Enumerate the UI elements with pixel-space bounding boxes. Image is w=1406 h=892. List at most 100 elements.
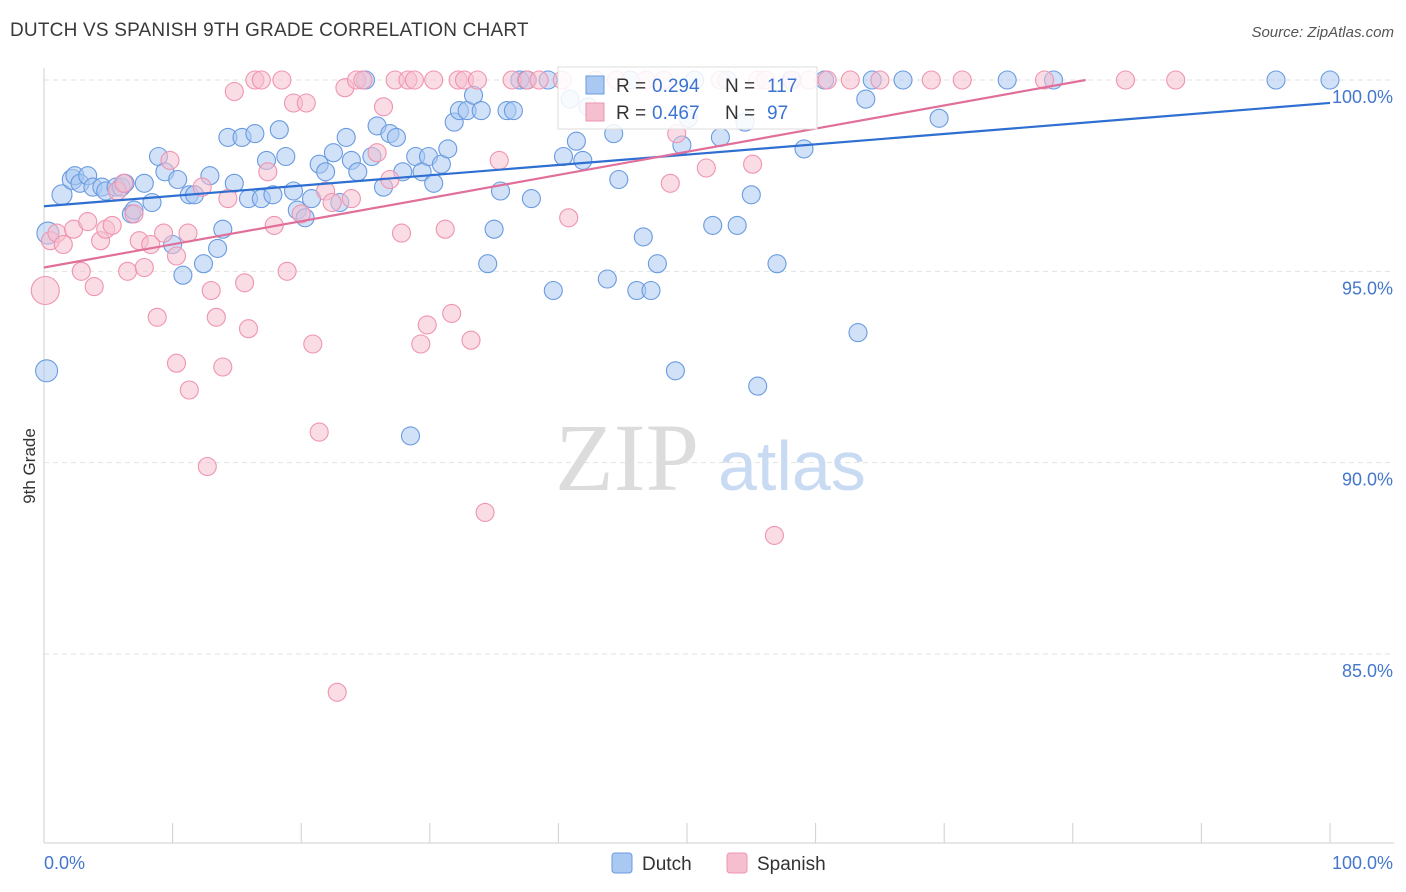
- dutch-point: [597, 269, 617, 289]
- dutch-point: [543, 280, 563, 301]
- bottom-legend-dutch-swatch: [611, 852, 633, 874]
- legend-spanish-n-value: 97: [767, 103, 788, 124]
- watermark: ZIP atlas: [555, 404, 866, 511]
- spanish-point: [78, 212, 98, 232]
- spanish-point: [559, 208, 579, 228]
- spanish-point: [743, 154, 763, 174]
- spanish-point: [147, 307, 167, 327]
- spanish-point: [197, 456, 217, 477]
- spanish-point: [1034, 70, 1055, 90]
- dutch-point: [566, 131, 586, 151]
- y-axis-title: 9th Grade: [20, 428, 39, 504]
- dutch-point: [1266, 70, 1286, 90]
- spanish-point: [475, 502, 495, 522]
- spanish-point: [258, 162, 278, 182]
- dutch-point: [484, 219, 504, 239]
- legend-dutch-swatch: [585, 75, 605, 95]
- spanish-point: [118, 261, 138, 281]
- spanish-point: [238, 319, 259, 339]
- bottom-legend-dutch-label: Dutch: [642, 854, 692, 875]
- legend-spanish-n-label: N =: [725, 103, 755, 124]
- spanish-point: [166, 353, 187, 373]
- dutch-point: [193, 254, 214, 274]
- spanish-point: [817, 70, 837, 90]
- dutch-point: [316, 162, 336, 182]
- spanish-trend-line: [43, 78, 1086, 269]
- spanish-point: [84, 277, 104, 297]
- dutch-point: [269, 120, 289, 140]
- dutch-point: [438, 139, 458, 159]
- spanish-point: [341, 189, 361, 209]
- spanish-point: [367, 143, 387, 163]
- dutch-point: [748, 376, 768, 396]
- legend-spanish-r-value: 0.467: [652, 103, 700, 124]
- x-tick-label: 100.0%: [1332, 853, 1393, 873]
- dutch-point: [741, 185, 761, 205]
- dutch-point: [386, 127, 406, 147]
- spanish-point: [291, 204, 311, 224]
- spanish-point: [30, 275, 60, 306]
- y-tick-label: 90.0%: [1342, 470, 1393, 490]
- dutch-point: [263, 185, 283, 205]
- spanish-point: [404, 70, 424, 90]
- dutch-point: [647, 254, 667, 274]
- legend-dutch-r-label: R =: [616, 76, 646, 97]
- spanish-point: [764, 525, 784, 545]
- dutch-point: [856, 89, 876, 109]
- dutch-point: [276, 146, 296, 167]
- legend-spanish-swatch: [585, 102, 605, 122]
- data-points: [30, 70, 1340, 702]
- grid-lines: [44, 79, 1394, 655]
- spanish-point: [442, 303, 462, 323]
- spanish-point: [272, 70, 292, 90]
- spanish-point: [424, 70, 444, 90]
- dutch-point: [665, 361, 685, 381]
- dutch-point: [997, 70, 1017, 90]
- dutch-point: [400, 426, 421, 446]
- spanish-point: [124, 204, 144, 224]
- spanish-point: [53, 234, 73, 255]
- dutch-point: [521, 189, 541, 209]
- y-tick-label: 85.0%: [1342, 661, 1393, 681]
- dutch-point: [478, 254, 498, 274]
- dutch-point: [471, 101, 491, 121]
- source-label: Source: ZipAtlas.com: [1251, 24, 1394, 41]
- spanish-point: [201, 280, 221, 301]
- spanish-point: [322, 192, 342, 213]
- spanish-point: [277, 261, 297, 281]
- spanish-point: [870, 70, 890, 90]
- spanish-point: [71, 261, 91, 281]
- legend-spanish-r-label: R =: [616, 103, 646, 124]
- spanish-point: [192, 177, 212, 197]
- dutch-point: [553, 146, 574, 167]
- dutch-point: [134, 173, 154, 193]
- legend: R = 0.294 N = 117 R = 0.467 N = 97: [557, 66, 818, 130]
- dutch-point: [1320, 70, 1340, 90]
- spanish-point: [921, 70, 941, 90]
- dutch-point: [503, 101, 523, 121]
- spanish-point: [696, 158, 716, 178]
- dutch-point: [929, 108, 949, 128]
- dutch-point: [609, 169, 629, 190]
- spanish-point: [114, 173, 134, 193]
- dutch-point: [336, 127, 356, 147]
- bottom-legend: Dutch Spanish: [611, 852, 826, 875]
- spanish-point: [206, 307, 226, 327]
- legend-dutch-r-value: 0.294: [652, 76, 700, 97]
- dutch-point: [848, 323, 868, 343]
- bottom-legend-spanish-swatch: [726, 852, 748, 874]
- spanish-point: [417, 315, 437, 335]
- dutch-trend-line: [43, 101, 1331, 208]
- bottom-legend-spanish-label: Spanish: [757, 854, 826, 875]
- spanish-point: [213, 357, 233, 377]
- spanish-point: [435, 219, 455, 239]
- spanish-point: [489, 150, 509, 170]
- dutch-point: [173, 265, 193, 285]
- spanish-point: [353, 70, 373, 90]
- spanish-point: [391, 223, 412, 243]
- dutch-point: [641, 280, 661, 301]
- dutch-point: [245, 124, 265, 144]
- spanish-point: [840, 70, 860, 90]
- dutch-point: [168, 169, 188, 190]
- spanish-point: [154, 223, 174, 243]
